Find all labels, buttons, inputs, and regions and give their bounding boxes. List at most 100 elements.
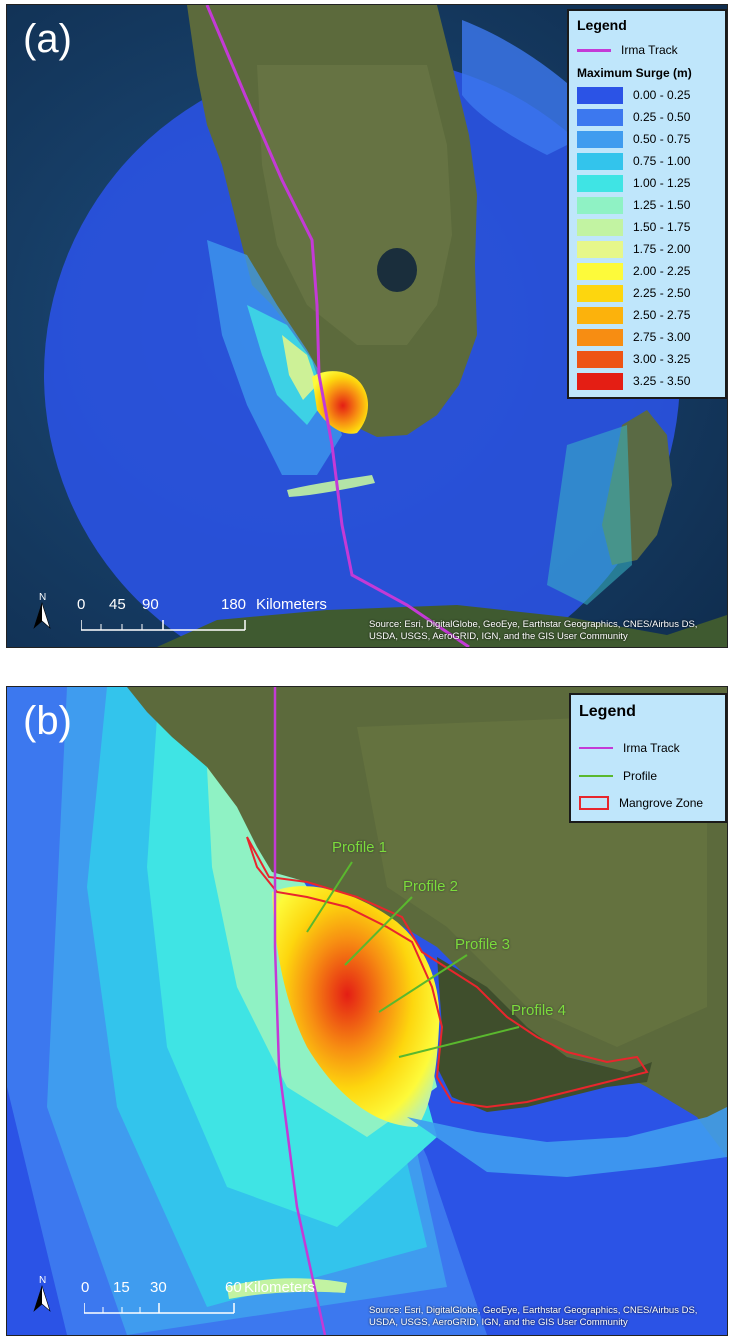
surge-class-swatch (577, 262, 623, 280)
surge-class-label: 0.00 - 0.25 (633, 88, 691, 102)
legend-a: Legend Irma Track Maximum Surge (m) 0.00… (567, 9, 727, 399)
surge-class-row: 2.75 - 3.00 (577, 328, 690, 346)
surge-class-swatch (577, 130, 623, 148)
scale-tick-b-2: 30 (150, 1279, 167, 1296)
surge-class-row: 1.50 - 1.75 (577, 218, 690, 236)
surge-class-label: 0.75 - 1.00 (633, 154, 691, 168)
lake-okeechobee (377, 248, 417, 292)
legend-b-mangrove-swatch (579, 796, 609, 810)
surge-class-label: 1.00 - 1.25 (633, 176, 691, 190)
legend-track-label: Irma Track (621, 43, 678, 57)
surge-class-label: 3.25 - 3.50 (633, 374, 691, 388)
profile-1-line (306, 861, 353, 933)
scale-ruler-b (84, 1303, 235, 1314)
surge-class-row: 3.00 - 3.25 (577, 350, 690, 368)
surge-class-swatch (577, 196, 623, 214)
profile-2-line (344, 896, 413, 966)
surge-class-swatch (577, 108, 623, 126)
legend-b-profile-label: Profile (623, 769, 658, 783)
irma-track-a (205, 5, 470, 647)
surge-class-row: 1.00 - 1.25 (577, 174, 690, 192)
florida-keys (407, 1107, 727, 1177)
scale-tick-b-1: 15 (113, 1279, 130, 1296)
surge-class-label: 2.50 - 2.75 (633, 308, 691, 322)
lower-keys-surge (227, 1278, 347, 1299)
surge-class-row: 2.25 - 2.50 (577, 284, 690, 302)
scale-tick-a-0: 0 (77, 596, 86, 613)
south-tip-land (437, 957, 652, 1112)
scale-tick-a-2: 90 (142, 596, 159, 613)
surge-class-swatch (577, 328, 623, 346)
north-arrow-icon: N (33, 1275, 51, 1312)
profile-3-line (378, 954, 468, 1013)
legend-track-row: Irma Track (577, 41, 678, 59)
surge-class-swatch (577, 218, 623, 236)
panel-label-a: (a) (23, 17, 72, 61)
profile-4-label: Profile 4 (511, 1002, 567, 1019)
cuba-land (157, 605, 727, 647)
surge-class-row: 0.75 - 1.00 (577, 152, 690, 170)
legend-b: Legend Irma Track Profile Mangrove Zone (569, 693, 727, 823)
surge-class-row: 1.75 - 2.00 (577, 240, 690, 258)
profile-3-label: Profile 3 (455, 936, 511, 953)
profile-4-line (398, 1026, 520, 1058)
legend-surge-heading: Maximum Surge (m) (577, 66, 692, 80)
legend-title: Legend (577, 17, 627, 33)
surge-class-row: 0.50 - 0.75 (577, 130, 690, 148)
panel-label-b: (b) (23, 699, 72, 743)
attribution-b: Source: Esri, DigitalGlobe, GeoEye, Eart… (369, 1305, 698, 1328)
surge-class-label: 1.75 - 2.00 (633, 242, 691, 256)
scale-ruler-a (81, 620, 246, 631)
profile-2-label: Profile 2 (403, 878, 459, 895)
surge-class-row: 2.50 - 2.75 (577, 306, 690, 324)
legend-b-mangrove-label: Mangrove Zone (619, 796, 704, 810)
surge-class-swatch (577, 152, 623, 170)
surge-class-swatch (577, 284, 623, 302)
surge-band-gulf-3 (282, 335, 317, 400)
scale-tick-a-1: 45 (109, 596, 126, 613)
surge-class-swatch (577, 240, 623, 258)
svg-text:N: N (39, 592, 46, 603)
surge-class-row: 0.00 - 0.25 (577, 86, 690, 104)
irma-track-b (273, 687, 327, 1335)
scale-unit-a: Kilometers (256, 596, 327, 613)
surge-class-row: 2.00 - 2.25 (577, 262, 690, 280)
surge-class-label: 1.50 - 1.75 (633, 220, 691, 234)
legend-b-profile-row: Profile (579, 767, 657, 785)
bahamas-shallows (547, 425, 632, 605)
surge-class-label: 2.00 - 2.25 (633, 264, 691, 278)
svg-text:N: N (39, 1275, 46, 1286)
surge-class-label: 1.25 - 1.50 (633, 198, 691, 212)
profile-1-label: Profile 1 (332, 839, 388, 856)
track-swatch (577, 48, 611, 52)
scale-tick-a-3: 180 (221, 596, 247, 613)
surge-class-row: 0.25 - 0.50 (577, 108, 690, 126)
legend-b-mangrove-row: Mangrove Zone (579, 794, 703, 812)
surge-class-label: 0.50 - 0.75 (633, 132, 691, 146)
attribution-a: Source: Esri, DigitalGlobe, GeoEye, Eart… (369, 619, 698, 642)
surge-class-swatch (577, 86, 623, 104)
scale-unit-b: Kilometers (244, 1279, 315, 1296)
map-panel-b: (b) Profile 1 Profile 2 Profile 3 Profil… (6, 686, 728, 1336)
legend-b-profile-swatch (579, 775, 613, 777)
legend-title-b: Legend (579, 703, 636, 720)
surge-class-label: 3.00 - 3.25 (633, 352, 691, 366)
legend-b-track-swatch (579, 747, 613, 749)
map-panel-a: (a) Legend Irma Track Maximum Surge (m) … (6, 4, 728, 648)
surge-class-row: 1.25 - 1.50 (577, 196, 690, 214)
scale-tick-b-0: 0 (81, 1279, 90, 1296)
surge-peak-b (272, 886, 440, 1127)
scale-tick-b-3: 60 (225, 1279, 242, 1296)
legend-b-track-label: Irma Track (623, 741, 680, 755)
surge-class-swatch (577, 174, 623, 192)
surge-class-swatch (577, 350, 623, 368)
surge-class-label: 0.25 - 0.50 (633, 110, 691, 124)
legend-b-track-row: Irma Track (579, 739, 680, 757)
surge-class-label: 2.75 - 3.00 (633, 330, 691, 344)
surge-class-label: 2.25 - 2.50 (633, 286, 691, 300)
mangrove-zone-outline (246, 836, 649, 1109)
north-arrow-icon: N (33, 592, 51, 629)
surge-class-swatch (577, 306, 623, 324)
surge-class-row: 3.25 - 3.50 (577, 372, 690, 390)
keys-surge (287, 475, 375, 497)
